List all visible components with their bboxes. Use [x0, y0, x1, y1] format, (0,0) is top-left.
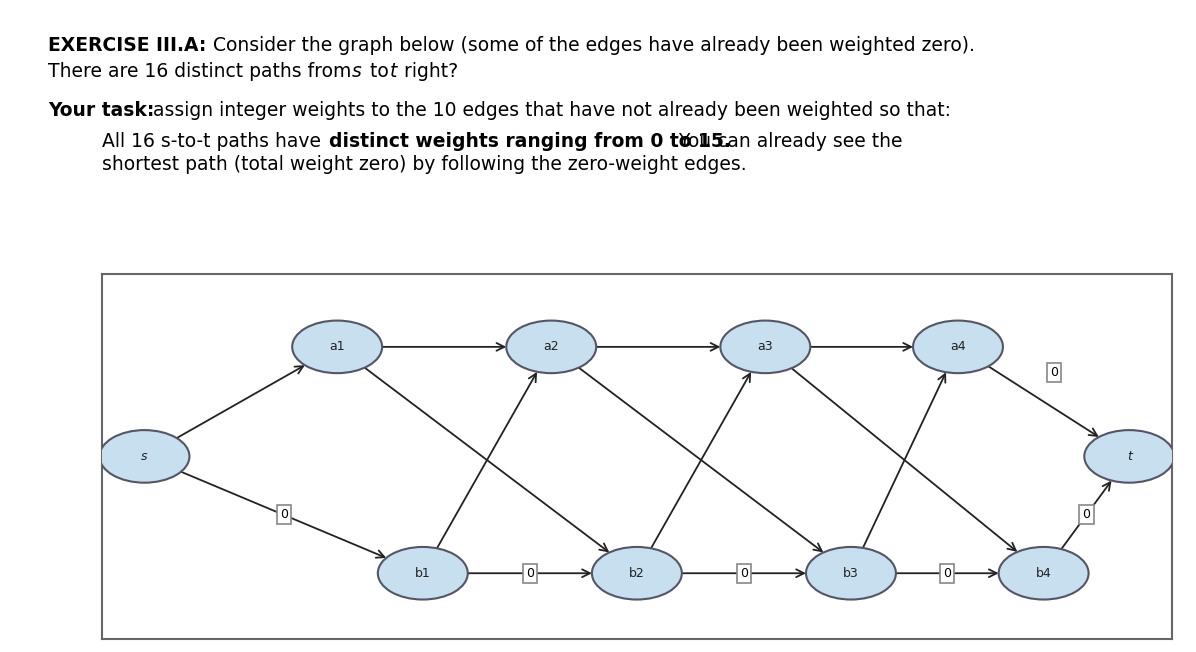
Text: t: t [390, 62, 397, 81]
Text: Consider the graph below (some of the edges have already been weighted zero).: Consider the graph below (some of the ed… [201, 36, 975, 55]
Text: There are 16 distinct paths from: There are 16 distinct paths from [48, 62, 358, 81]
Ellipse shape [720, 321, 810, 373]
Text: a3: a3 [757, 340, 773, 353]
Text: b1: b1 [415, 567, 431, 580]
Text: b3: b3 [843, 567, 859, 580]
Text: s: s [352, 62, 361, 81]
Text: assign integer weights to the 10 edges that have not already been weighted so th: assign integer weights to the 10 edges t… [141, 101, 951, 120]
Text: t: t [1127, 450, 1131, 463]
Ellipse shape [378, 547, 468, 600]
Ellipse shape [592, 547, 682, 600]
Text: Your task:: Your task: [48, 101, 154, 120]
Text: 0: 0 [1050, 366, 1058, 379]
Ellipse shape [999, 547, 1088, 600]
Text: distinct weights ranging from 0 to 15.: distinct weights ranging from 0 to 15. [329, 132, 731, 151]
Ellipse shape [1085, 430, 1174, 482]
Text: b4: b4 [1036, 567, 1051, 580]
Text: 0: 0 [944, 567, 951, 580]
Ellipse shape [99, 430, 189, 482]
Text: EXERCISE III.A:: EXERCISE III.A: [48, 36, 206, 55]
Text: 0: 0 [740, 567, 748, 580]
Text: 0: 0 [526, 567, 533, 580]
Text: a1: a1 [329, 340, 344, 353]
Ellipse shape [806, 547, 896, 600]
Ellipse shape [506, 321, 596, 373]
Text: a4: a4 [950, 340, 966, 353]
Ellipse shape [913, 321, 1003, 373]
Text: a2: a2 [543, 340, 559, 353]
Text: 0: 0 [280, 509, 287, 522]
Ellipse shape [292, 321, 382, 373]
Text: b2: b2 [629, 567, 645, 580]
Text: All 16 s-to-t paths have: All 16 s-to-t paths have [102, 132, 327, 151]
Text: to: to [364, 62, 395, 81]
Text: right?: right? [398, 62, 458, 81]
Text: 0: 0 [1082, 509, 1091, 522]
Text: s: s [141, 450, 148, 463]
Text: shortest path (total weight zero) by following the zero-weight edges.: shortest path (total weight zero) by fol… [102, 155, 746, 174]
Text: You can already see the: You can already see the [667, 132, 903, 151]
